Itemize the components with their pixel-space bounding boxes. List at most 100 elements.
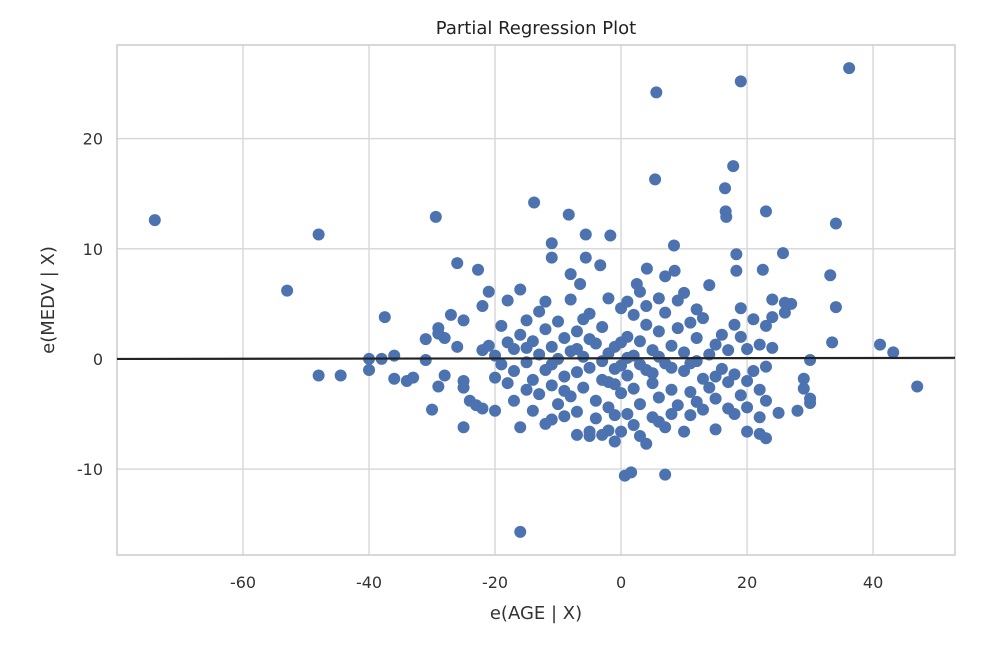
data-point [690, 332, 703, 345]
data-point [594, 259, 607, 272]
data-point [539, 295, 552, 308]
data-point [570, 428, 583, 441]
data-point [696, 372, 709, 385]
data-point [659, 468, 672, 481]
data-point [759, 360, 772, 373]
data-point [419, 354, 432, 367]
data-point [514, 328, 527, 341]
data-point [514, 283, 527, 296]
data-point [646, 411, 659, 424]
data-point [533, 388, 546, 401]
data-point [457, 314, 470, 327]
data-point [482, 339, 495, 352]
data-point [778, 306, 791, 319]
data-point [432, 380, 445, 393]
data-point [753, 338, 766, 351]
data-point [520, 314, 533, 327]
data-point [312, 228, 325, 241]
data-point [533, 305, 546, 318]
data-point [596, 320, 609, 333]
data-point [633, 398, 646, 411]
data-point [703, 381, 716, 394]
data-point [621, 295, 634, 308]
data-point [577, 313, 590, 326]
data-point [604, 229, 617, 242]
data-point [558, 410, 571, 423]
data-point [640, 318, 653, 331]
data-point [438, 369, 451, 382]
data-point [501, 294, 514, 307]
data-point [545, 358, 558, 371]
data-point [756, 263, 769, 276]
data-point [558, 370, 571, 383]
data-point [665, 361, 678, 374]
data-point [709, 392, 722, 405]
data-point [887, 346, 900, 359]
ticks: -60 -40 -20 0 20 40 -10 0 10 20 [77, 130, 883, 592]
data-point [495, 358, 508, 371]
data-point [570, 405, 583, 418]
data-point [797, 382, 810, 395]
data-point [281, 284, 294, 297]
data-point [741, 343, 754, 356]
data-point [730, 248, 743, 261]
data-point [696, 312, 709, 325]
data-point [741, 374, 754, 387]
data-point [759, 432, 772, 445]
data-point [552, 398, 565, 411]
data-point [665, 339, 678, 352]
data-point [507, 365, 520, 378]
data-point [602, 376, 615, 389]
data-point [911, 380, 924, 393]
data-point [589, 394, 602, 407]
y-tick-label: 20 [83, 130, 103, 149]
data-point [495, 319, 508, 332]
data-point [577, 381, 590, 394]
data-point [659, 421, 672, 434]
data-point [615, 336, 628, 349]
data-point [489, 404, 502, 417]
data-point [727, 160, 740, 173]
data-point [678, 425, 691, 438]
data-point [709, 423, 722, 436]
data-point [734, 302, 747, 315]
data-point [608, 409, 621, 422]
data-point [608, 362, 621, 375]
data-point [615, 425, 628, 438]
data-point [646, 367, 659, 380]
data-point [552, 315, 565, 328]
data-point [829, 217, 842, 230]
data-point [472, 263, 485, 276]
data-point [570, 343, 583, 356]
y-axis-label: e(MEDV | X) [38, 246, 59, 354]
data-point [489, 371, 502, 384]
data-point [734, 75, 747, 88]
data-point [514, 525, 527, 538]
data-point [741, 401, 754, 414]
data-point [722, 344, 735, 357]
data-point [570, 325, 583, 338]
data-point [785, 297, 798, 310]
data-point [766, 293, 779, 306]
data-point [507, 343, 520, 356]
data-point [671, 322, 684, 335]
data-point [650, 86, 663, 99]
x-tick-label: -40 [356, 573, 382, 592]
data-point [583, 361, 596, 374]
data-point [312, 369, 325, 382]
data-point [426, 403, 439, 416]
data-point [457, 421, 470, 434]
data-point [759, 205, 772, 218]
data-point [407, 371, 420, 384]
data-point [824, 269, 837, 282]
data-point [829, 301, 842, 314]
data-point [776, 247, 789, 260]
regression-line [116, 356, 956, 361]
data-point [363, 363, 376, 376]
data-point [545, 379, 558, 392]
data-point [720, 210, 733, 223]
x-tick-label: -60 [230, 573, 256, 592]
data-point [652, 350, 665, 363]
data-point [730, 264, 743, 277]
